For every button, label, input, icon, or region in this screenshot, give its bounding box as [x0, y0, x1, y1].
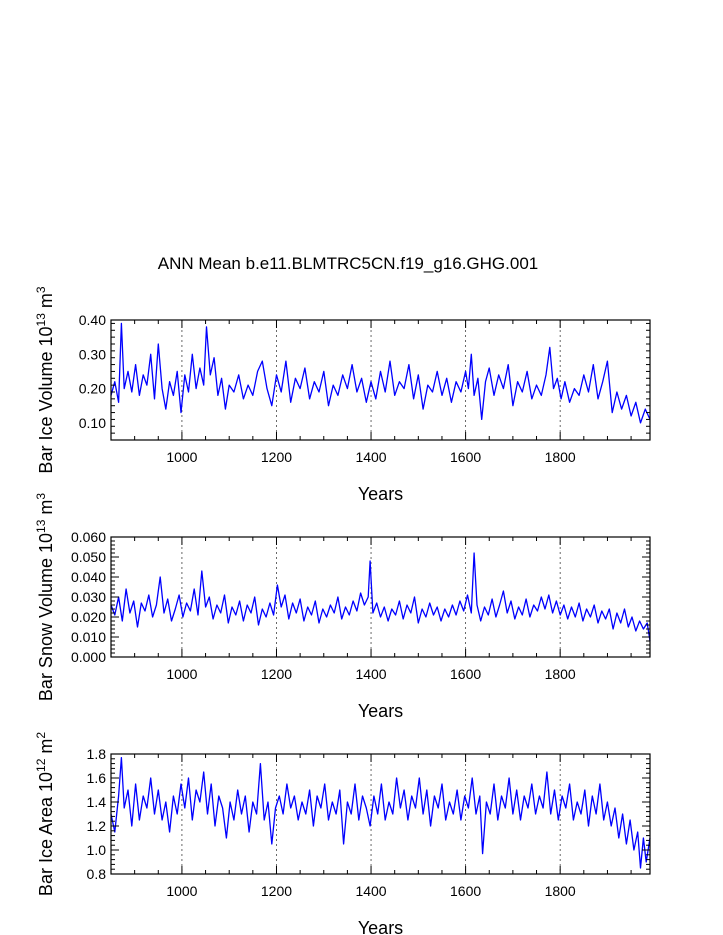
- x-tick-label: 1000: [166, 666, 197, 682]
- y-tick-label: 0.060: [71, 529, 106, 545]
- chart-title: ANN Mean b.e11.BLMTRC5CN.f19_g16.GHG.001: [158, 254, 538, 273]
- x-tick-label: 1800: [545, 666, 576, 682]
- x-tick-label: 1400: [355, 449, 386, 465]
- data-line: [110, 552, 651, 642]
- x-tick-label: 1800: [545, 449, 576, 465]
- x-tick-label: 1200: [261, 666, 292, 682]
- y-axis-label: Bar Ice Area 1012 m2: [34, 732, 56, 896]
- plot-frame: [110, 536, 651, 658]
- y-tick-label: 0.050: [71, 549, 106, 565]
- x-axis-label: Years: [358, 918, 403, 935]
- x-tick-label: 1000: [166, 883, 197, 899]
- y-tick-label: 1.6: [87, 770, 107, 786]
- x-axis-label: Years: [358, 484, 403, 504]
- data-line: [110, 322, 651, 424]
- chart-panel-3: 1000 1200 1400 1600 1800 0.8 1.0 1.2 1.4 1.6 1.8 Ye…: [34, 732, 651, 935]
- data-line: [110, 756, 651, 869]
- y-tick-label: 0.8: [87, 866, 107, 882]
- y-tick-label: 0.20: [79, 381, 106, 397]
- x-tick-label: 1200: [261, 883, 292, 899]
- plot-frame: [110, 753, 651, 875]
- x-tick-label: 1600: [450, 449, 481, 465]
- x-axis-label: Years: [358, 701, 403, 721]
- plot-frame: [110, 319, 651, 441]
- x-tick-label: 1400: [355, 883, 386, 899]
- y-tick-label: 0.030: [71, 589, 106, 605]
- y-tick-label: 0.010: [71, 629, 106, 645]
- x-tick-label: 1800: [545, 883, 576, 899]
- x-tick-label: 1000: [166, 449, 197, 465]
- chart-panel-2: 1000 1200 1400 1600 1800 0.000 0.010 0.020 0.030…: [34, 493, 651, 721]
- y-tick-label: 1.8: [87, 746, 107, 762]
- y-axis-label: Bar Ice Volume 1013 m3: [34, 286, 56, 473]
- x-tick-label: 1200: [261, 449, 292, 465]
- y-tick-label: 0.020: [71, 609, 106, 625]
- y-tick-label: 0.10: [79, 415, 106, 431]
- y-tick-label: 1.4: [87, 794, 107, 810]
- y-tick-label: 0.30: [79, 346, 106, 362]
- y-tick-label: 0.040: [71, 569, 106, 585]
- y-tick-label: 1.0: [87, 842, 107, 858]
- x-tick-label: 1400: [355, 666, 386, 682]
- x-tick-label: 1600: [450, 883, 481, 899]
- y-axis-label: Bar Snow Volume 1013 m3: [34, 493, 56, 701]
- y-tick-label: 0.40: [79, 312, 106, 328]
- y-tick-label: 1.2: [87, 818, 107, 834]
- chart-panel-1: 1000 1200 1400 1600 1800 0.10 0.20 0.30 0.40 Year…: [34, 286, 651, 504]
- x-tick-label: 1600: [450, 666, 481, 682]
- y-tick-label: 0.000: [71, 649, 106, 665]
